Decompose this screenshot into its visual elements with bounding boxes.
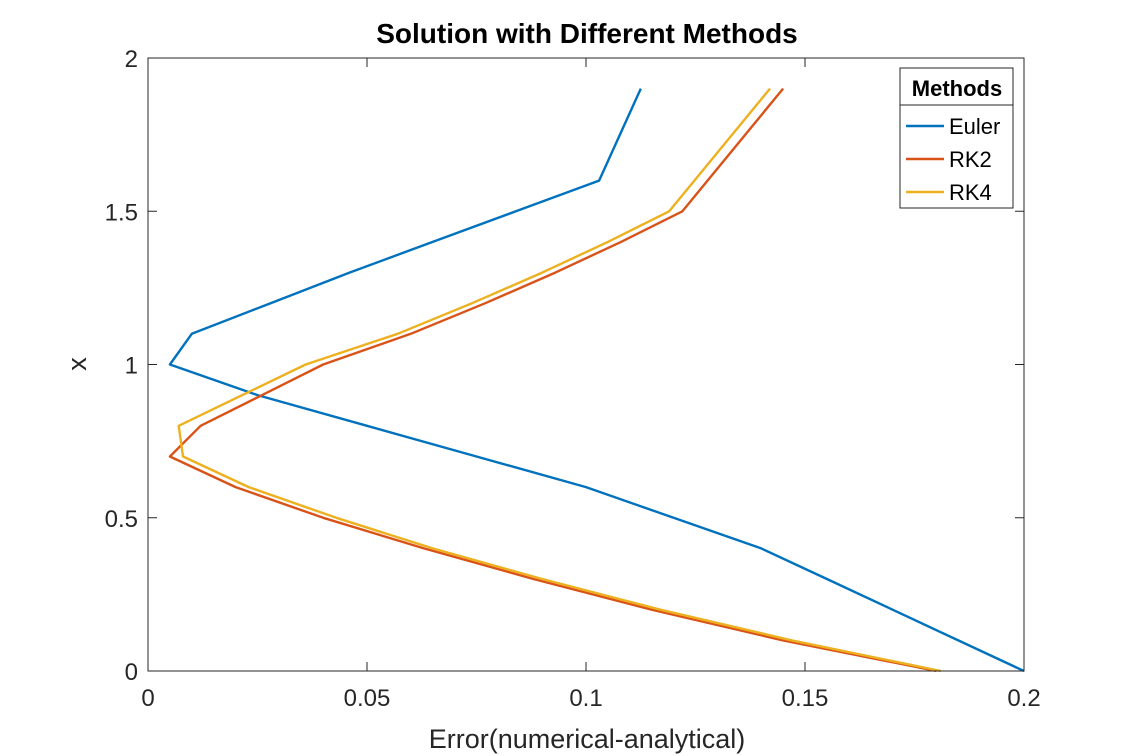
x-tick-label: 0.2 — [1007, 685, 1040, 712]
x-tick-label: 0 — [141, 685, 154, 712]
x-tick-label: 0.1 — [569, 685, 602, 712]
legend-box — [899, 67, 1014, 209]
tick-layer: 0 0.05 0.1 0.15 0.2 0 0.5 1 1.5 2 — [105, 46, 1041, 712]
y-tick-label: 1.5 — [105, 199, 138, 226]
chart-title: Solution with Different Methods — [376, 18, 798, 49]
series-line-euler — [168, 88, 1025, 673]
x-tick-label: 0.15 — [782, 685, 829, 712]
legend-label-rk4: RK4 — [949, 180, 992, 205]
y-tick-label: 1 — [125, 353, 138, 380]
legend-label-rk2: RK2 — [949, 147, 992, 172]
y-tick-label: 0 — [125, 659, 138, 686]
legend-entries: Euler RK2 RK4 — [906, 114, 1000, 205]
x-tick-label: 0.05 — [344, 685, 391, 712]
plot-area — [148, 58, 1024, 671]
series-layer — [168, 87, 1025, 673]
legend-title: Methods — [912, 76, 1002, 101]
y-axis-label: x — [62, 357, 92, 371]
legend: Methods Euler RK2 RK4 — [899, 67, 1014, 209]
y-tick-label: 0.5 — [105, 506, 138, 533]
y-tick-label: 2 — [125, 46, 138, 73]
x-axis-label: Error(numerical-analytical) — [429, 724, 746, 754]
series-line-rk2 — [168, 87, 937, 673]
legend-label-euler: Euler — [949, 114, 1000, 139]
series-line-rk4 — [177, 87, 942, 673]
